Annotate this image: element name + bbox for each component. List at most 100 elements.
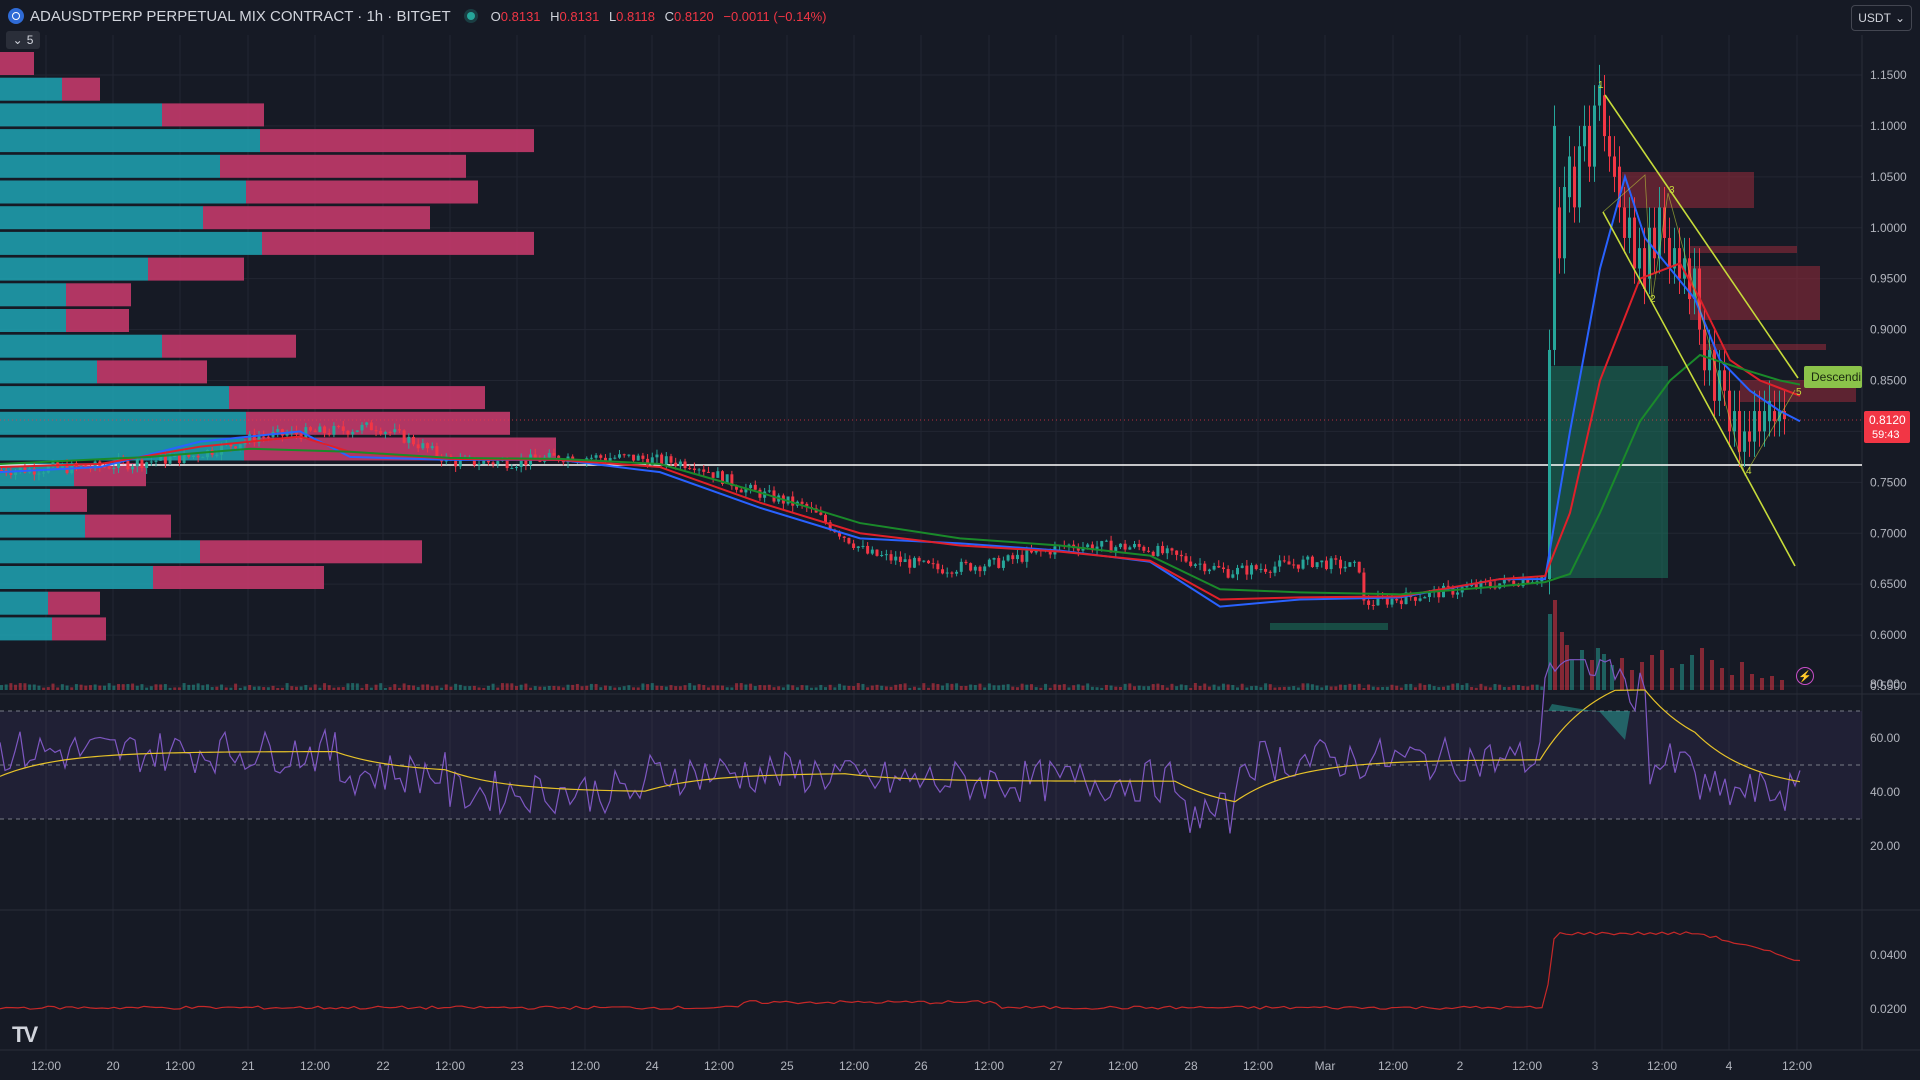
wave-label: 5 (1796, 387, 1802, 398)
candle-body (655, 454, 659, 458)
candle-body (739, 489, 743, 493)
volume-bar (809, 687, 813, 690)
volume-bar (220, 684, 224, 690)
time-tick-label: 28 (1184, 1059, 1198, 1073)
volume-bar (1565, 645, 1569, 690)
volume-bar (276, 687, 280, 690)
price-tick-label: 0.6500 (1870, 577, 1907, 591)
rsi-tick-label: 40.00 (1870, 785, 1900, 799)
volume-bar (168, 687, 172, 690)
ind3-tick-label: 0.0200 (1870, 1002, 1907, 1016)
volume-bar (1142, 686, 1146, 690)
candle-body (1628, 217, 1631, 238)
candle-body (1479, 581, 1483, 589)
candle-body (145, 462, 149, 468)
volume-bar (1516, 684, 1520, 690)
volume-bar (1343, 684, 1347, 690)
volume-bar (1048, 687, 1052, 690)
ohlc-readout: O0.8131 H0.8131 L0.8118 C0.8120 −0.0011 … (490, 8, 827, 24)
vp-up-bar (0, 566, 153, 589)
volume-bar (369, 687, 373, 690)
candle-body (238, 444, 242, 449)
candle-body (1738, 411, 1741, 452)
volume-bar (1301, 683, 1305, 690)
volume-bar (627, 685, 631, 690)
candle-body (0, 470, 3, 472)
volume-bar (931, 683, 935, 690)
candle-body (1643, 248, 1646, 289)
volume-bar (444, 684, 448, 690)
volume-bar (1324, 685, 1328, 690)
volume-bar (1760, 678, 1764, 690)
volume-bar (341, 687, 345, 690)
candle-body (379, 430, 383, 434)
time-tick-label: 12:00 (974, 1059, 1004, 1073)
volume-bar (575, 683, 579, 690)
time-tick-label: 20 (106, 1059, 120, 1073)
time-tick-label: 12:00 (1512, 1059, 1542, 1073)
wave-path (1602, 174, 1796, 477)
candle-body (351, 431, 355, 435)
last-price-value: 0.8120 (1869, 413, 1906, 427)
candle-body (646, 458, 650, 466)
vp-up-bar (0, 103, 162, 127)
volume-bar (603, 685, 607, 690)
candle-body (1245, 565, 1249, 575)
candle-body (931, 563, 935, 565)
candle-body (1465, 586, 1469, 588)
candle-body (1437, 589, 1441, 598)
candle-body (1583, 125, 1586, 147)
volume-bar (1498, 684, 1502, 690)
candle-body (992, 558, 996, 560)
candle-body (1034, 550, 1038, 553)
volume-bar (1535, 684, 1539, 690)
descending-channel[interactable]: 1 2 3 4 5 Descendi (1598, 80, 1862, 567)
demand-zone (1270, 623, 1388, 630)
volume-bar (1268, 684, 1272, 690)
candle-body (533, 454, 537, 460)
candle-body (163, 455, 167, 464)
volume-bar (1310, 684, 1314, 690)
wave-label: 3 (1669, 185, 1675, 196)
tradingview-logo-icon[interactable]: TV (12, 1022, 38, 1047)
volume-bar (294, 686, 298, 690)
volume-bar (749, 683, 753, 690)
candle-body (721, 471, 724, 484)
volume-bar (1282, 686, 1286, 690)
axes: 1.1500 1.1000 1.0500 1.0000 0.9500 0.9000 0.85… (31, 68, 1910, 1073)
supply-zone (1700, 344, 1826, 350)
volume-bar (440, 687, 444, 690)
volume-bar (1100, 687, 1104, 690)
indicator-pane-3[interactable] (0, 931, 1801, 1010)
volume-bar (1296, 687, 1300, 690)
volume-bar (1147, 686, 1151, 690)
candle-body (884, 554, 888, 556)
currency-selector[interactable]: USDT ⌄ (1851, 5, 1912, 31)
volume-bar (660, 685, 664, 690)
time-tick-label: 12:00 (31, 1059, 61, 1073)
volume-bar (805, 685, 809, 690)
indicators-collapse-button[interactable]: ⌄ 5 (6, 31, 40, 49)
volume-bar (1198, 685, 1202, 690)
volume-bar (1432, 686, 1436, 690)
vp-up-bar (0, 309, 66, 332)
volume-bar (337, 687, 341, 690)
volume-bar (126, 684, 130, 690)
volume-bar (702, 685, 706, 690)
symbol-title[interactable]: ADAUSDTPERP PERPETUAL MIX CONTRACT · 1h … (30, 7, 451, 25)
candle-body (1516, 584, 1520, 587)
rsi-pane[interactable] (0, 658, 1862, 834)
time-tick-label: 3 (1592, 1059, 1599, 1073)
time-tick-label: 2 (1457, 1059, 1464, 1073)
volume-bar (646, 684, 650, 690)
volume-bar (1740, 662, 1744, 690)
vp-down-bar (229, 386, 485, 410)
volume-profile (0, 52, 556, 641)
volume-bar (1001, 684, 1005, 690)
candle-body (430, 446, 434, 449)
volume-bar (650, 683, 654, 690)
vp-down-bar (148, 257, 244, 281)
volume-bar (60, 684, 64, 690)
lightning-alert-icon[interactable]: ⚡ (1796, 667, 1814, 685)
